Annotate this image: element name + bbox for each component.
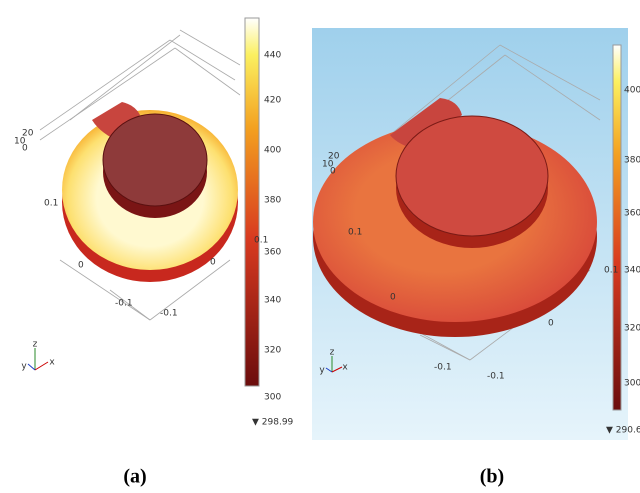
triad-label: y (21, 362, 27, 372)
colorbar-label: 340 (264, 296, 281, 306)
colorbar-label: 400 (624, 86, 640, 96)
colorbar-label: 440 (264, 51, 281, 61)
colorbar-label: 420 (264, 96, 281, 106)
colorbar (245, 18, 259, 386)
axis-label: -0.1 (487, 372, 505, 382)
disk-top (396, 116, 548, 236)
axis-label: -0.1 (160, 309, 178, 319)
axis-label: 0.1 (44, 199, 58, 209)
triad-label: z (33, 340, 38, 350)
colorbar-label: 380 (264, 196, 281, 206)
colorbar-label: 320 (624, 324, 640, 334)
triad-label: y (319, 366, 325, 376)
axis-label: -0.1 (115, 299, 133, 309)
axis-label: 0 (210, 258, 216, 268)
axis-label: 0 (22, 144, 28, 154)
triad (28, 348, 48, 370)
caption: (a) (123, 466, 146, 488)
axis-label: -0.1 (434, 363, 452, 373)
colorbar-min: ▼ 290.6 (606, 426, 640, 436)
triad-label: x (49, 358, 55, 368)
axis-label: 0.1 (254, 236, 268, 246)
colorbar-label: 360 (624, 209, 640, 219)
caption: (b) (480, 466, 504, 488)
colorbar-label: 320 (264, 346, 281, 356)
axis-label: 0 (548, 319, 554, 329)
axis-label: 0 (390, 293, 396, 303)
colorbar-label: 340 (624, 266, 640, 276)
axis-label: 0.1 (604, 266, 618, 276)
colorbar-label: 300 (264, 393, 281, 403)
axis-label: 0.1 (348, 228, 362, 238)
disk-top (103, 114, 207, 206)
triad-label: z (330, 348, 335, 358)
colorbar-label: 400 (264, 146, 281, 156)
colorbar-label: 360 (264, 248, 281, 258)
figure: (a)440420400380360340320300▼ 298.9920100… (0, 0, 640, 493)
axis-label: 0 (330, 167, 336, 177)
panel-a (28, 18, 259, 386)
colorbar-label: 300 (624, 379, 640, 389)
colorbar-label: 380 (624, 156, 640, 166)
axis-label: 0 (78, 261, 84, 271)
triad-label: x (342, 363, 348, 373)
colorbar-min: ▼ 298.99 (252, 418, 294, 428)
colorbar (613, 45, 621, 410)
